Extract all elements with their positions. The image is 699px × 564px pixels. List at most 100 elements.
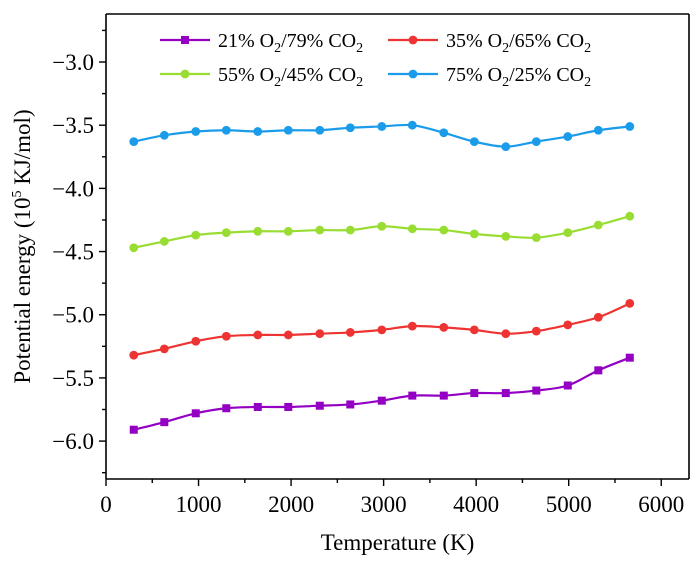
- data-point: [439, 225, 449, 235]
- data-point: [407, 120, 417, 130]
- data-point: [253, 330, 263, 340]
- data-point: [345, 225, 355, 235]
- data-point: [501, 142, 511, 152]
- x-tick-label: 5000: [546, 492, 592, 517]
- data-point: [345, 328, 355, 337]
- data-point: [253, 226, 263, 236]
- data-point: [222, 404, 231, 413]
- y-axis-title-suffix: KJ/mol): [10, 109, 35, 190]
- legend-item: 75% O2/25% CO2: [388, 64, 591, 90]
- data-point: [377, 221, 387, 231]
- data-point: [129, 350, 139, 360]
- x-tick-label: 2000: [268, 492, 314, 517]
- data-point: [531, 137, 541, 147]
- y-tick-label: −3.0: [52, 50, 94, 75]
- series-line: [133, 215, 631, 249]
- data-point: [315, 401, 324, 410]
- data-point: [625, 298, 635, 308]
- data-point: [501, 231, 511, 241]
- y-tick-label: −6.0: [52, 429, 94, 454]
- data-point: [439, 128, 449, 138]
- data-point: [563, 228, 573, 238]
- data-point: [191, 127, 201, 136]
- data-point: [253, 402, 262, 411]
- data-point: [593, 220, 603, 230]
- data-point: [531, 326, 541, 336]
- y-axis-title-exponent: 5: [10, 191, 25, 198]
- data-point: [346, 400, 355, 409]
- data-point: [283, 125, 293, 135]
- data-point: [180, 69, 190, 79]
- data-point: [283, 330, 293, 340]
- series-3: [129, 211, 635, 253]
- data-point: [408, 69, 418, 79]
- y-axis-title-prefix: Potential energy (10: [10, 198, 35, 384]
- data-point: [563, 320, 573, 330]
- legend-item: 21% O2/79% CO2: [160, 30, 363, 56]
- y-tick-label: −5.5: [52, 366, 94, 391]
- data-point: [563, 381, 572, 390]
- series-4: [129, 120, 635, 152]
- data-point: [593, 125, 603, 135]
- x-tick-label: 6000: [638, 492, 684, 517]
- data-point: [160, 418, 169, 427]
- data-point: [469, 229, 479, 239]
- x-tick-label: 1000: [176, 492, 222, 517]
- x-tick-label: 3000: [361, 492, 407, 517]
- data-point: [284, 402, 293, 411]
- series-line: [133, 356, 631, 431]
- data-point: [407, 224, 417, 234]
- data-point: [625, 353, 634, 362]
- x-tick-label: 0: [100, 492, 112, 517]
- y-axis-title: Potential energy (105 KJ/mol): [10, 109, 35, 383]
- series-1: [129, 353, 634, 434]
- x-tick-label: 4000: [453, 492, 499, 517]
- data-point: [469, 325, 479, 335]
- data-point: [531, 233, 541, 243]
- legend-label: 75% O2/25% CO2: [446, 64, 591, 90]
- data-point: [221, 228, 231, 238]
- data-point: [129, 425, 138, 434]
- x-axis-title: Temperature (K): [321, 530, 475, 555]
- data-point: [129, 137, 139, 147]
- data-point: [315, 125, 325, 135]
- data-point: [377, 325, 387, 335]
- data-point: [532, 386, 541, 395]
- y-tick-label: −4.0: [52, 176, 94, 201]
- data-point: [470, 389, 479, 398]
- data-point: [408, 391, 417, 400]
- data-point: [407, 321, 417, 331]
- data-point: [129, 243, 139, 253]
- y-tick-label: −3.5: [52, 113, 94, 138]
- y-tick-label: −5.0: [52, 303, 94, 328]
- data-point: [315, 329, 325, 339]
- data-point: [283, 226, 293, 236]
- data-point: [181, 36, 189, 44]
- data-point: [439, 322, 449, 332]
- data-point: [159, 130, 169, 140]
- series-layer: [129, 120, 635, 434]
- legend-label: 55% O2/45% CO2: [218, 64, 363, 90]
- data-point: [593, 312, 603, 322]
- data-point: [594, 366, 603, 375]
- data-point: [191, 230, 201, 240]
- data-point: [501, 389, 510, 398]
- data-point: [469, 137, 479, 147]
- data-point: [159, 237, 169, 246]
- data-point: [377, 122, 387, 131]
- data-point: [501, 329, 511, 339]
- data-point: [377, 396, 386, 405]
- legend-label: 35% O2/65% CO2: [446, 30, 591, 56]
- data-point: [439, 391, 448, 400]
- data-point: [625, 122, 635, 131]
- data-point: [191, 409, 200, 418]
- legend: 21% O2/79% CO2 35% O2/65% CO2 55% O2/45% C…: [160, 30, 591, 90]
- data-point: [345, 123, 355, 133]
- data-point: [563, 132, 573, 141]
- axes: 0 1000 2000 3000 4000 5000 6000 −6.0 −5.5 −5.0 −4.…: [52, 13, 690, 517]
- series-2: [129, 298, 635, 360]
- data-point: [221, 331, 231, 341]
- data-point: [221, 125, 231, 135]
- legend-label: 21% O2/79% CO2: [218, 30, 363, 56]
